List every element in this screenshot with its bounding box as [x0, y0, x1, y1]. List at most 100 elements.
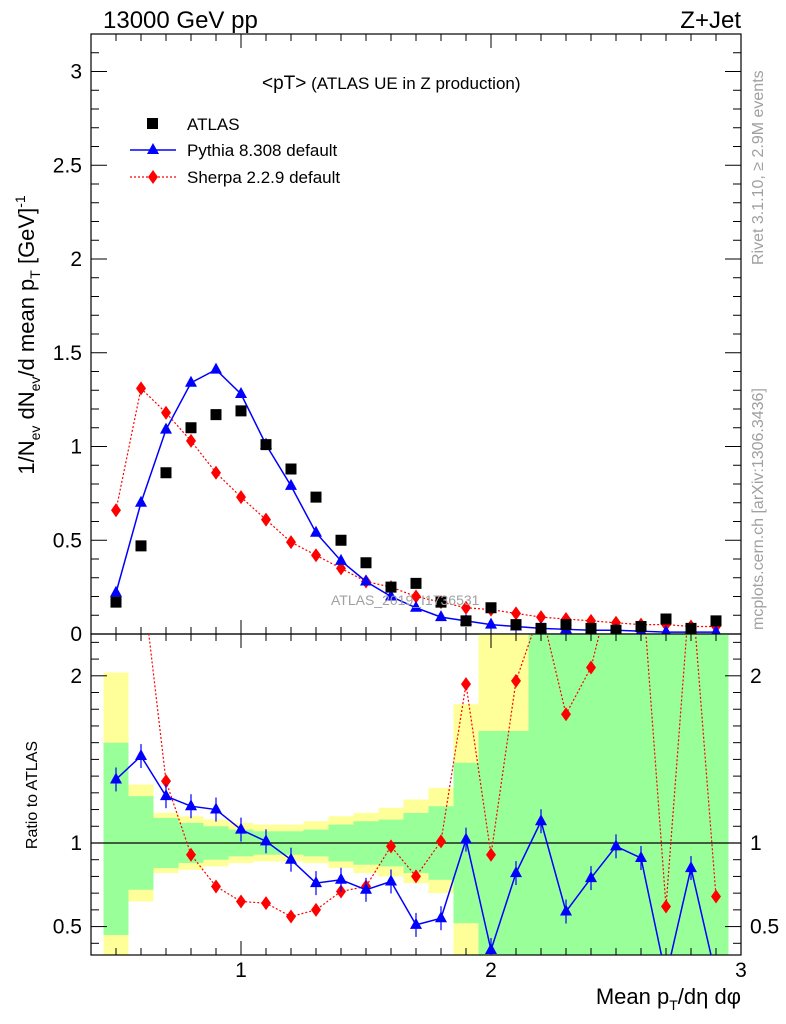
atlas-data-point	[685, 622, 697, 634]
legend-atlas-label: ATLAS	[187, 115, 240, 134]
sherpa-main-point	[311, 548, 321, 563]
pythia-main-point	[360, 574, 372, 586]
pythia-main-point	[710, 625, 722, 637]
legend-sherpa-marker	[148, 170, 158, 184]
ratio-band-inner	[578, 634, 604, 955]
sherpa-ratio-point	[661, 899, 671, 914]
pythia-ratio-point	[460, 832, 472, 844]
pythia-ratio-point	[535, 814, 547, 826]
ratio-band-inner	[528, 634, 554, 955]
sherpa-ratio-point	[486, 847, 496, 862]
atlas-data-point	[435, 596, 447, 608]
atlas-data-point	[485, 602, 497, 614]
y-tick-label: 1.5	[53, 342, 82, 365]
watermark: ATLAS_2019_I1736531	[331, 592, 480, 608]
rivet-label: Rivet 3.1.10, ≥ 2.9M events	[750, 70, 767, 265]
y-tick-label: 1	[70, 832, 82, 855]
pythia-main-point	[110, 585, 122, 597]
atlas-data-point	[510, 619, 522, 631]
y-tick-label: 2	[70, 665, 82, 688]
sherpa-ratio-point	[511, 673, 521, 688]
atlas-data-point	[610, 624, 622, 636]
atlas-data-point	[260, 439, 272, 451]
x-tick-label: 2	[485, 959, 497, 982]
pythia-ratio-point	[635, 851, 647, 863]
y-axis-title-main: 1/Nev dNev/d mean pT [GeV]-1	[12, 195, 43, 475]
y-tick-label-right: 1	[750, 832, 762, 855]
pythia-ratio-point	[185, 799, 197, 811]
pythia-ratio-point	[485, 942, 497, 954]
pythia-ratio-point	[135, 749, 147, 761]
pythia-ratio-point	[560, 904, 572, 916]
sherpa-ratio-point	[211, 879, 221, 894]
ratio-plot: 1 2 30.5 0.51 12 2	[53, 633, 779, 982]
legend-pythia-marker	[147, 143, 159, 154]
pythia-main-point	[410, 600, 422, 612]
pythia-ratio-point	[585, 871, 597, 883]
sherpa-ratio-point	[586, 660, 596, 675]
y-tick-label: 0.5	[53, 529, 82, 552]
atlas-data-point	[460, 615, 472, 627]
header-left: 13000 GeV pp	[103, 7, 258, 34]
pythia-main-point	[210, 362, 222, 374]
sherpa-ratio-point	[436, 834, 446, 849]
y-axis-title-ratio: Ratio to ATLAS	[24, 741, 41, 849]
plot-title: <pT> (ATLAS UE in Z production)	[262, 73, 521, 94]
pythia-ratio-point	[110, 772, 122, 784]
pythia-ratio-point	[385, 874, 397, 886]
ratio-band-inner	[628, 634, 654, 955]
legend-atlas-marker	[147, 118, 158, 129]
atlas-data-point	[185, 422, 197, 434]
pythia-ratio-point	[610, 839, 622, 851]
y-tick-label: 3	[70, 61, 82, 84]
ratio-band-inner	[603, 634, 629, 955]
pythia-main-point	[435, 610, 447, 622]
sherpa-ratio-point	[386, 839, 396, 854]
pythia-ratio-point	[410, 917, 422, 929]
pythia-main-point	[660, 625, 672, 637]
pythia-main-point	[485, 617, 497, 629]
y-tick-label: 2.5	[53, 154, 82, 177]
y-tick-label: 1	[70, 436, 82, 459]
atlas-data-point	[585, 622, 597, 634]
pythia-ratio-point	[235, 822, 247, 834]
y-tick-label: 0.5	[53, 916, 82, 939]
sherpa-main-point	[511, 606, 521, 621]
pythia-ratio-point	[210, 802, 222, 814]
atlas-data-point	[635, 621, 647, 632]
pythia-main-point	[335, 553, 347, 565]
pythia-main-point	[135, 495, 147, 507]
sherpa-main-point	[461, 600, 471, 615]
pythia-ratio-point	[310, 876, 322, 888]
atlas-data-point	[285, 463, 297, 475]
atlas-data-point	[135, 540, 147, 552]
plot-title-suffix: (ATLAS UE in Z production)	[306, 74, 520, 93]
atlas-data-point	[560, 619, 572, 631]
header-right: Z+Jet	[680, 7, 741, 34]
ratio-series-group	[110, 634, 721, 955]
atlas-data-point	[110, 596, 122, 608]
sherpa-ratio-point	[461, 677, 471, 692]
pythia-ratio-point	[335, 872, 347, 884]
sherpa-ratio-point	[311, 902, 321, 917]
pythia-main-point	[310, 525, 322, 537]
mcplots-label: mcplots.cern.ch [arXiv:1306.3436]	[750, 388, 767, 630]
pythia-main-point	[385, 589, 397, 601]
sherpa-ratio-point	[236, 894, 246, 909]
atlas-data-point	[360, 557, 372, 569]
atlas-data-point	[535, 622, 547, 634]
sherpa-main-point	[261, 512, 271, 527]
ratio-band-inner	[703, 634, 729, 955]
atlas-data-point	[660, 613, 672, 625]
sherpa-ratio-point	[286, 909, 296, 924]
main-plot: 0 0.5 1 1.5 2 2.5 3	[53, 33, 742, 646]
atlas-data-point	[310, 491, 322, 503]
x-tick-label: 3	[735, 959, 747, 982]
y-tick-label-right: 2	[750, 665, 762, 688]
pythia-main-point	[160, 422, 172, 434]
legend-pythia-label: Pythia 8.308 default	[187, 141, 338, 160]
pythia-ratio-point	[435, 911, 447, 923]
sherpa-main-point	[111, 503, 121, 518]
sherpa-ratio-point	[161, 774, 171, 789]
pythia-ratio-point	[510, 866, 522, 878]
